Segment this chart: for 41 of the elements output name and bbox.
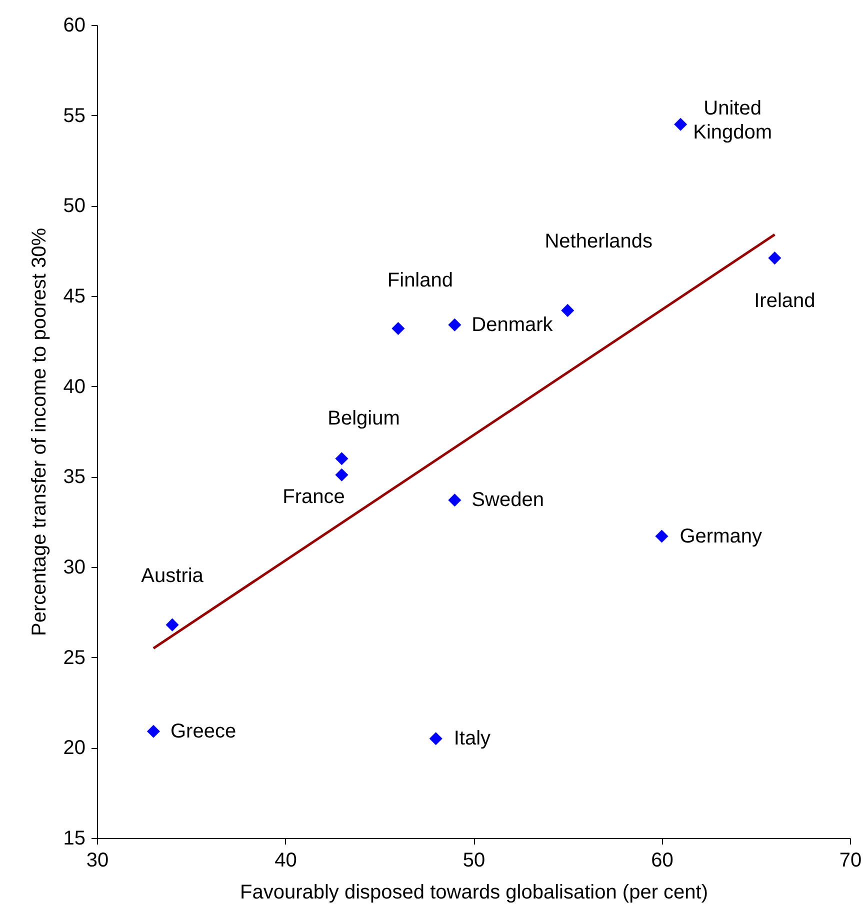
annotation: Italy bbox=[454, 728, 491, 750]
point bbox=[768, 252, 782, 265]
y-tick-label: 35 bbox=[63, 466, 86, 488]
x-tick-label: 60 bbox=[651, 850, 674, 872]
point bbox=[448, 494, 462, 507]
y-tick-label: 50 bbox=[63, 195, 86, 218]
point bbox=[561, 304, 574, 317]
annotation: Netherlands bbox=[544, 230, 653, 252]
x-tick-label: 50 bbox=[462, 850, 486, 872]
y-tick-label: 45 bbox=[63, 286, 86, 308]
annotation: Ireland bbox=[754, 290, 816, 312]
x-axis-title: Favourably disposed towards globalisation (per cent) bbox=[240, 882, 708, 904]
y-tick-label: 20 bbox=[63, 737, 86, 760]
point bbox=[335, 468, 348, 482]
annotation: Germany bbox=[680, 525, 762, 548]
point bbox=[448, 318, 462, 332]
annotation: Finland bbox=[387, 270, 454, 292]
x-tick-label: 40 bbox=[274, 850, 297, 872]
point bbox=[335, 452, 348, 466]
point bbox=[166, 618, 179, 632]
y-tick-label: 15 bbox=[63, 828, 86, 850]
point bbox=[392, 322, 405, 336]
point bbox=[146, 724, 160, 738]
y-tick-label: 25 bbox=[63, 646, 86, 669]
x-tick-label: 70 bbox=[839, 850, 862, 872]
y-tick-label: 40 bbox=[63, 376, 86, 398]
point bbox=[674, 118, 688, 131]
annotation: Belgium bbox=[328, 408, 400, 430]
x-tick-label: 30 bbox=[86, 850, 109, 872]
annotation: Austria bbox=[141, 564, 204, 587]
point bbox=[429, 732, 442, 746]
point bbox=[655, 530, 668, 543]
y-tick-label: 60 bbox=[63, 14, 86, 36]
y-tick-label: 30 bbox=[63, 556, 86, 578]
y-tick-label: 55 bbox=[63, 104, 86, 127]
annotation: France bbox=[282, 486, 345, 508]
annotation: Greece bbox=[170, 720, 236, 742]
annotation: Denmark bbox=[472, 314, 554, 336]
annotation: Sweden bbox=[472, 489, 544, 512]
annotation: United Kingdom bbox=[693, 97, 772, 144]
y-axis-title: Percentage transfer of income to poorest 30% bbox=[28, 228, 50, 636]
